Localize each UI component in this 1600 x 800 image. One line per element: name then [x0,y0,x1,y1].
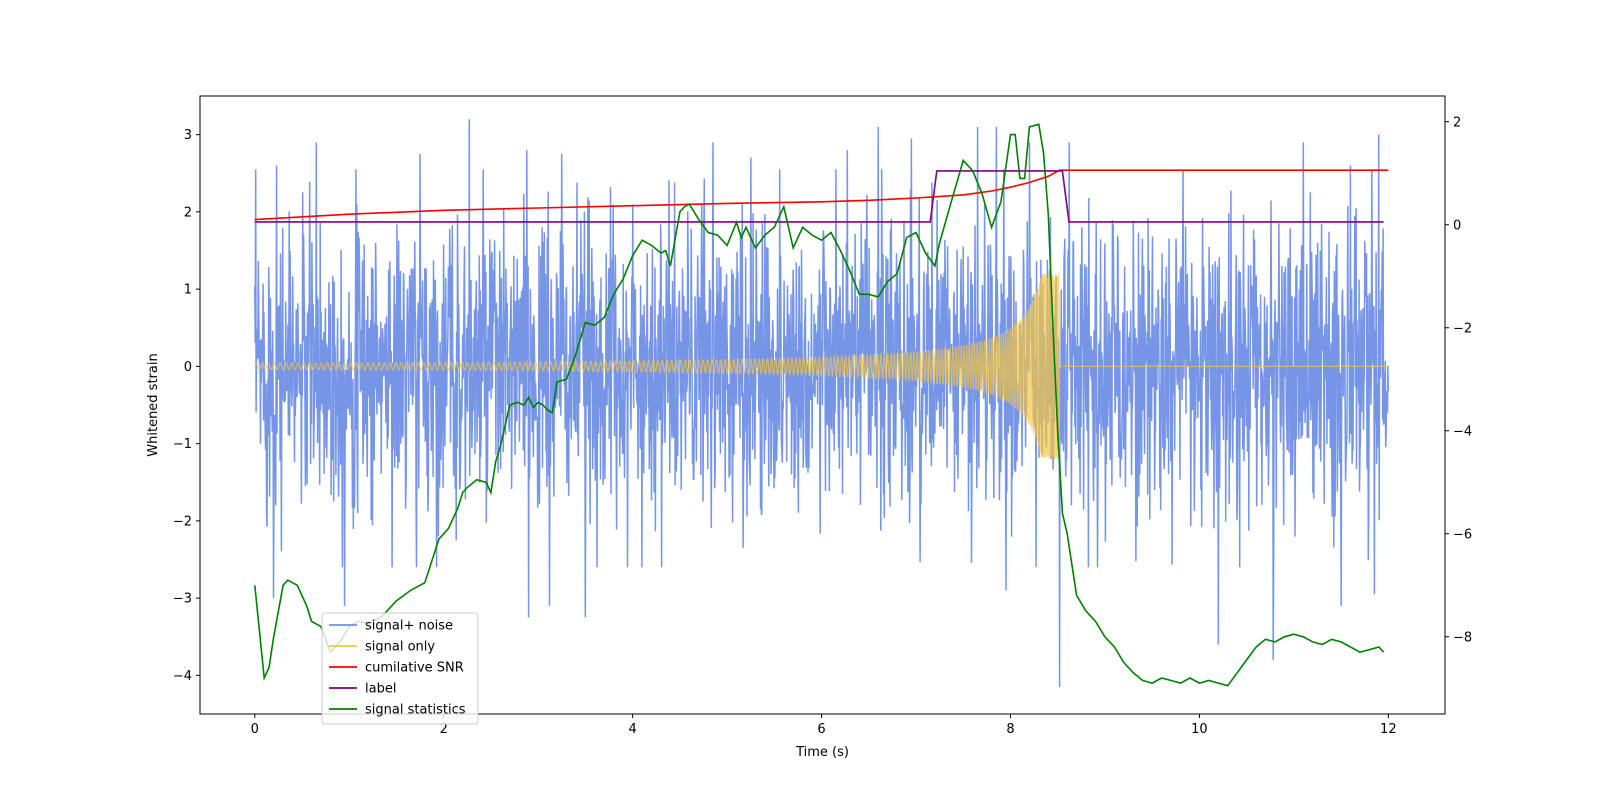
x-tick-label: 0 [251,722,259,737]
y2-tick-label: −6 [1453,527,1472,542]
y2-tick-label: 0 [1453,218,1461,233]
legend-label: signal+ noise [365,619,453,634]
data-layer [254,119,1390,688]
x-tick-label: 10 [1191,722,1208,737]
legend-box [321,612,479,725]
series-signal-only [254,273,1389,460]
y-tick-label: −3 [173,592,192,607]
y-tick-label: −4 [173,669,192,684]
x-tick-label: 2 [440,722,448,737]
series-label [254,170,1384,223]
y-axis-label: Whitened strain [146,353,161,456]
legend-label: label [365,682,396,697]
series-signal-noise [254,119,1390,688]
y-tick-label: −2 [173,514,192,529]
y-tick-label: −1 [173,437,192,452]
y2-tick-label: 2 [1453,115,1461,130]
y-tick-label: 2 [184,205,192,220]
legend-label: signal statistics [365,703,466,718]
x-axis-label: Time (s) [795,745,849,760]
legend-label: signal only [365,640,435,655]
y-tick-label: 0 [184,360,192,375]
x-tick-label: 4 [628,722,636,737]
legend-label: cumilative SNR [365,661,464,676]
y2-tick-label: −2 [1453,321,1472,336]
y-tick-label: 1 [184,283,192,298]
y-axis-right: −8 −6 −4 −2 0 2 [1445,115,1472,645]
y-tick-label: 3 [184,128,192,143]
series-signal-statistics [254,123,1385,687]
x-tick-label: 8 [1006,722,1014,737]
y2-tick-label: −8 [1453,630,1472,645]
plot-frame [199,95,1446,715]
series-cumilative-snr [254,169,1389,221]
x-tick-label: 6 [817,722,825,737]
y-axis-left: −4 −3 −2 −1 0 1 2 3 [173,128,200,684]
x-tick-label: 12 [1380,722,1397,737]
y2-tick-label: −4 [1453,424,1472,439]
legend: signal+ noise signal only cumilative SNR la… [321,612,479,725]
